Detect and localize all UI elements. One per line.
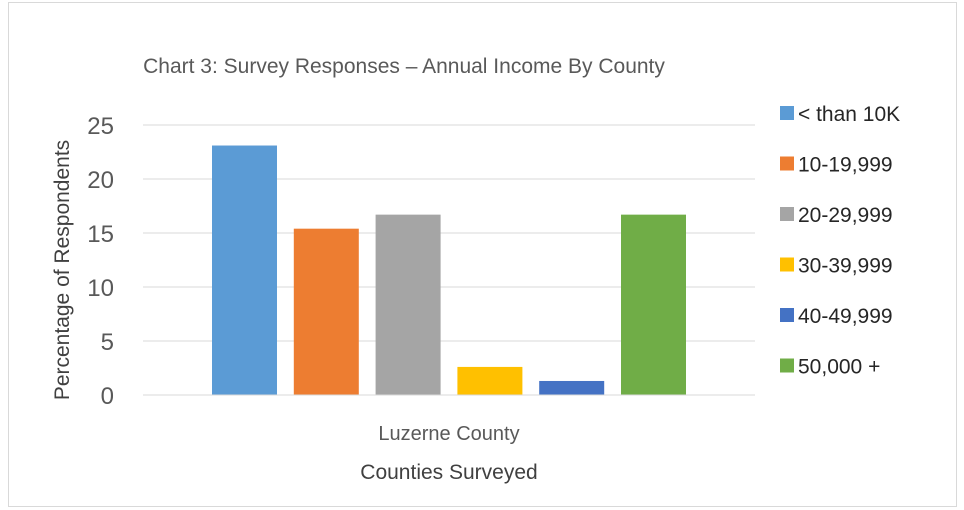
bar <box>293 228 359 395</box>
legend-swatch <box>780 156 794 171</box>
bar <box>539 380 605 395</box>
bar <box>621 214 686 395</box>
y-tick-label: 25 <box>87 113 114 140</box>
legend-item: 40-49,999 <box>780 305 893 328</box>
legend-label: 30-39,999 <box>798 255 893 278</box>
chart-frame <box>8 2 957 507</box>
y-axis-title: Percentage of Respondents <box>51 140 74 400</box>
y-tick-label: 5 <box>101 329 114 356</box>
bars <box>212 145 686 395</box>
legend-item: 30-39,999 <box>780 255 893 278</box>
bar <box>212 145 277 395</box>
legend-label: 10-19,999 <box>798 154 893 177</box>
x-axis-title: Counties Surveyed <box>360 461 537 484</box>
legend-item: 50,000 + <box>780 356 880 379</box>
legend-label: 40-49,999 <box>798 305 893 328</box>
legend-swatch <box>780 308 794 322</box>
y-axis-ticks: 0 5 10 15 20 25 <box>87 113 114 410</box>
legend-label: 20-29,999 <box>798 204 893 227</box>
y-tick-label: 20 <box>87 167 114 194</box>
legend-swatch <box>780 358 794 373</box>
legend-swatch <box>780 106 794 120</box>
y-tick-label: 15 <box>87 221 114 248</box>
bar <box>375 214 441 395</box>
legend: < than 10K 10-19,999 20-29,999 30-39,999 40-… <box>780 103 900 379</box>
legend-item: 10-19,999 <box>780 154 893 177</box>
legend-swatch <box>780 257 794 272</box>
legend-label: 50,000 + <box>798 356 880 379</box>
x-category-label: Luzerne County <box>378 423 519 445</box>
chart-title: Chart 3: Survey Responses – Annual Incom… <box>143 55 665 78</box>
legend-item: < than 10K <box>780 103 900 126</box>
legend-swatch <box>780 207 794 221</box>
y-tick-label: 0 <box>101 383 114 410</box>
bar <box>457 366 523 395</box>
y-tick-label: 10 <box>87 275 114 302</box>
legend-item: 20-29,999 <box>780 204 893 227</box>
legend-label: < than 10K <box>798 103 900 126</box>
